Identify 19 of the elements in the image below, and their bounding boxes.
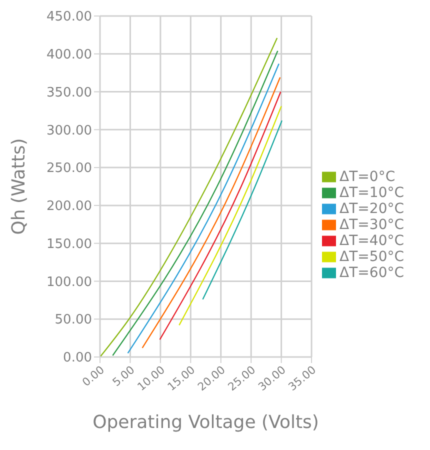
y-axis-title: Qh (Watts) — [8, 138, 30, 235]
legend-label: ΔT=20°C — [340, 201, 404, 217]
y-tick-label: 250.00 — [46, 161, 92, 176]
y-tick-label: 300.00 — [46, 123, 92, 138]
legend-label: ΔT=10°C — [340, 185, 404, 201]
legend-label: ΔT=30°C — [340, 217, 404, 233]
legend-label: ΔT=0°C — [340, 169, 396, 185]
y-tick-label: 450.00 — [46, 10, 92, 25]
y-tick-label: 150.00 — [46, 236, 92, 252]
legend-label: ΔT=60°C — [340, 265, 404, 281]
legend-label: ΔT=40°C — [340, 233, 404, 249]
y-tick-label: 200.00 — [46, 199, 92, 214]
x-axis-title: Operating Voltage (Volts) — [92, 412, 319, 433]
y-tick-label: 400.00 — [46, 48, 92, 63]
legend-label: ΔT=50°C — [340, 249, 404, 265]
y-tick-label: 100.00 — [46, 274, 92, 290]
y-tick-label: 350.00 — [46, 85, 92, 100]
y-tick-label: 50.00 — [54, 312, 92, 328]
y-tick-label: 0.00 — [63, 350, 92, 366]
